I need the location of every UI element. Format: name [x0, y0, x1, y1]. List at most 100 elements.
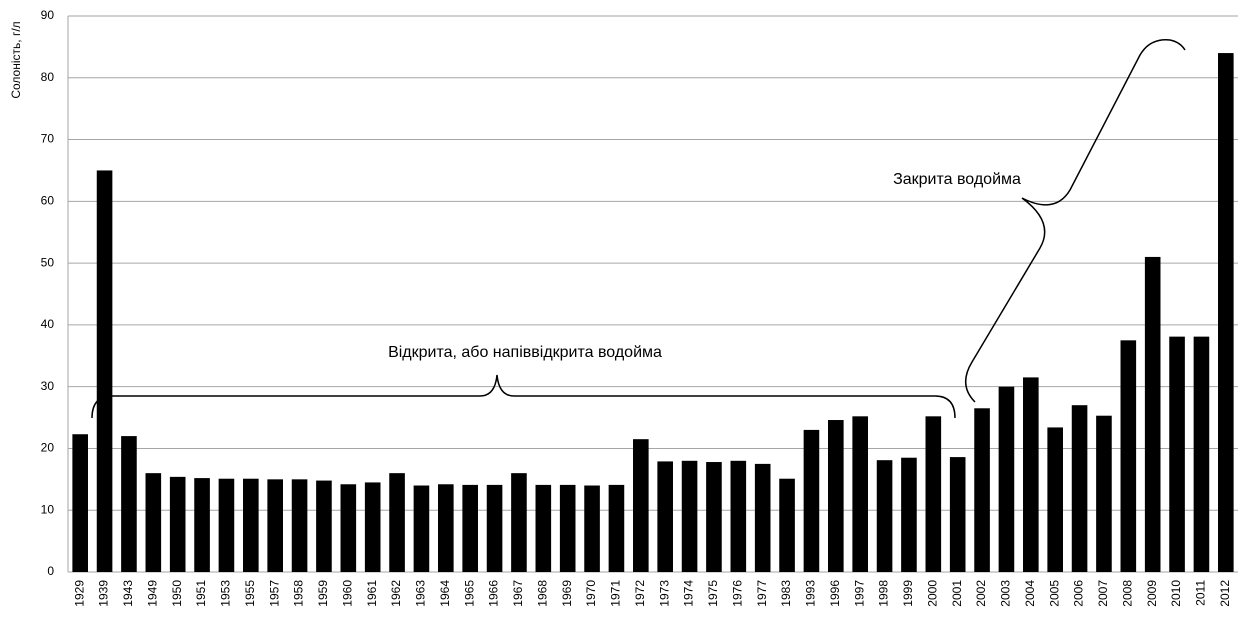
bar — [876, 460, 893, 572]
bar — [1023, 377, 1039, 572]
x-tick-label: 1993 — [804, 580, 818, 607]
bar — [1218, 53, 1234, 573]
x-tick-label: 1959 — [316, 580, 330, 607]
x-tick-label: 1999 — [901, 580, 915, 607]
x-tick-label: 2007 — [1096, 580, 1110, 607]
x-tick-label: 2009 — [1145, 580, 1159, 607]
bar — [72, 434, 88, 572]
bar — [949, 457, 966, 572]
x-tick-label: 1965 — [462, 580, 476, 607]
x-tick-label: 2004 — [1023, 580, 1037, 607]
bar — [535, 484, 552, 572]
bar — [364, 482, 381, 572]
y-tick-label: 80 — [41, 70, 55, 84]
y-tick-label: 50 — [41, 255, 55, 269]
bar — [1144, 256, 1161, 572]
bar — [608, 484, 625, 572]
bar — [145, 473, 162, 572]
bar — [1071, 405, 1088, 572]
x-tick-label: 2011 — [1194, 580, 1208, 606]
bar — [462, 484, 478, 572]
x-tick-label: 1929 — [72, 580, 86, 607]
x-tick-label: 1998 — [877, 580, 891, 607]
x-tick-label: 1971 — [609, 580, 623, 607]
bar — [1047, 427, 1063, 572]
x-tick-label: 1973 — [657, 580, 671, 607]
x-tick-label: 2002 — [974, 580, 988, 607]
bar — [998, 386, 1015, 572]
x-tick-label: 1961 — [365, 580, 379, 607]
x-tick-label: 1960 — [340, 580, 354, 607]
bar — [901, 457, 917, 572]
x-tick-label: 1968 — [535, 580, 549, 607]
x-tick-label: 1967 — [511, 580, 525, 607]
x-tick-label: 1964 — [438, 580, 452, 607]
x-tick-label: 1975 — [706, 580, 720, 607]
y-tick-label: 30 — [41, 379, 55, 393]
x-tick-label: 1976 — [730, 580, 744, 607]
closed-brace — [965, 39, 1186, 403]
bar — [1169, 336, 1185, 572]
y-tick-label: 90 — [41, 8, 55, 22]
bar — [218, 478, 235, 572]
bar — [974, 408, 990, 572]
bar — [803, 429, 820, 572]
x-tick-label: 2010 — [1169, 580, 1183, 607]
bar — [169, 476, 186, 572]
x-tick-label: 1996 — [828, 580, 842, 607]
x-tick-label: 1950 — [170, 580, 184, 607]
open-brace — [91, 374, 956, 419]
x-tick-label: 1997 — [852, 580, 866, 607]
bar — [754, 463, 771, 572]
bar — [267, 479, 283, 572]
bar — [584, 485, 600, 572]
bar — [925, 416, 942, 572]
y-tick-label: 10 — [41, 502, 55, 516]
bar — [779, 478, 795, 572]
x-tick-label: 1957 — [267, 580, 281, 607]
bar — [730, 460, 747, 572]
x-tick-label: 1969 — [560, 580, 574, 607]
y-tick-label: 70 — [41, 132, 55, 146]
bar — [121, 436, 137, 572]
x-tick-label: 2003 — [999, 580, 1013, 607]
bar — [1096, 415, 1112, 572]
x-tick-label: 1970 — [584, 580, 598, 607]
x-tick-label: 1951 — [194, 580, 208, 607]
x-tick-label: 1977 — [755, 580, 769, 607]
x-tick-label: 1966 — [487, 580, 501, 607]
x-tick-label: 2008 — [1120, 580, 1134, 607]
annotation: Відкрита, або напіввідкрита водойма — [388, 344, 662, 361]
bar — [316, 480, 332, 572]
x-tick-label: 2000 — [925, 580, 939, 607]
y-tick-label: 60 — [41, 194, 55, 208]
bar — [96, 170, 113, 572]
x-tick-label: 1974 — [682, 580, 696, 607]
bar — [1193, 336, 1210, 572]
y-tick-label: 40 — [41, 317, 55, 331]
x-tick-label: 1962 — [389, 580, 403, 607]
x-tick-label: 1972 — [633, 580, 647, 607]
bar — [389, 473, 405, 572]
bar — [706, 462, 722, 572]
x-tick-label: 2001 — [950, 580, 964, 607]
x-tick-label: 1963 — [414, 580, 428, 607]
bar — [1120, 340, 1137, 572]
x-tick-label: 1983 — [779, 580, 793, 607]
x-tick-label: 2005 — [1047, 580, 1061, 607]
y-axis-label: Солоність, г/л — [9, 21, 23, 98]
bar — [852, 416, 868, 572]
bar — [438, 484, 454, 572]
x-tick-label: 2006 — [1072, 580, 1086, 607]
bar — [559, 484, 576, 572]
annotation: Закрита водойма — [893, 171, 1021, 188]
y-tick-label: 0 — [47, 564, 54, 578]
x-tick-label: 1955 — [243, 580, 257, 607]
x-tick-label: 2012 — [1218, 580, 1232, 607]
bar — [681, 460, 698, 572]
bar — [633, 439, 649, 572]
x-tick-label: 1949 — [145, 580, 159, 607]
x-tick-label: 1939 — [97, 580, 111, 607]
x-tick-label: 1943 — [121, 580, 135, 607]
